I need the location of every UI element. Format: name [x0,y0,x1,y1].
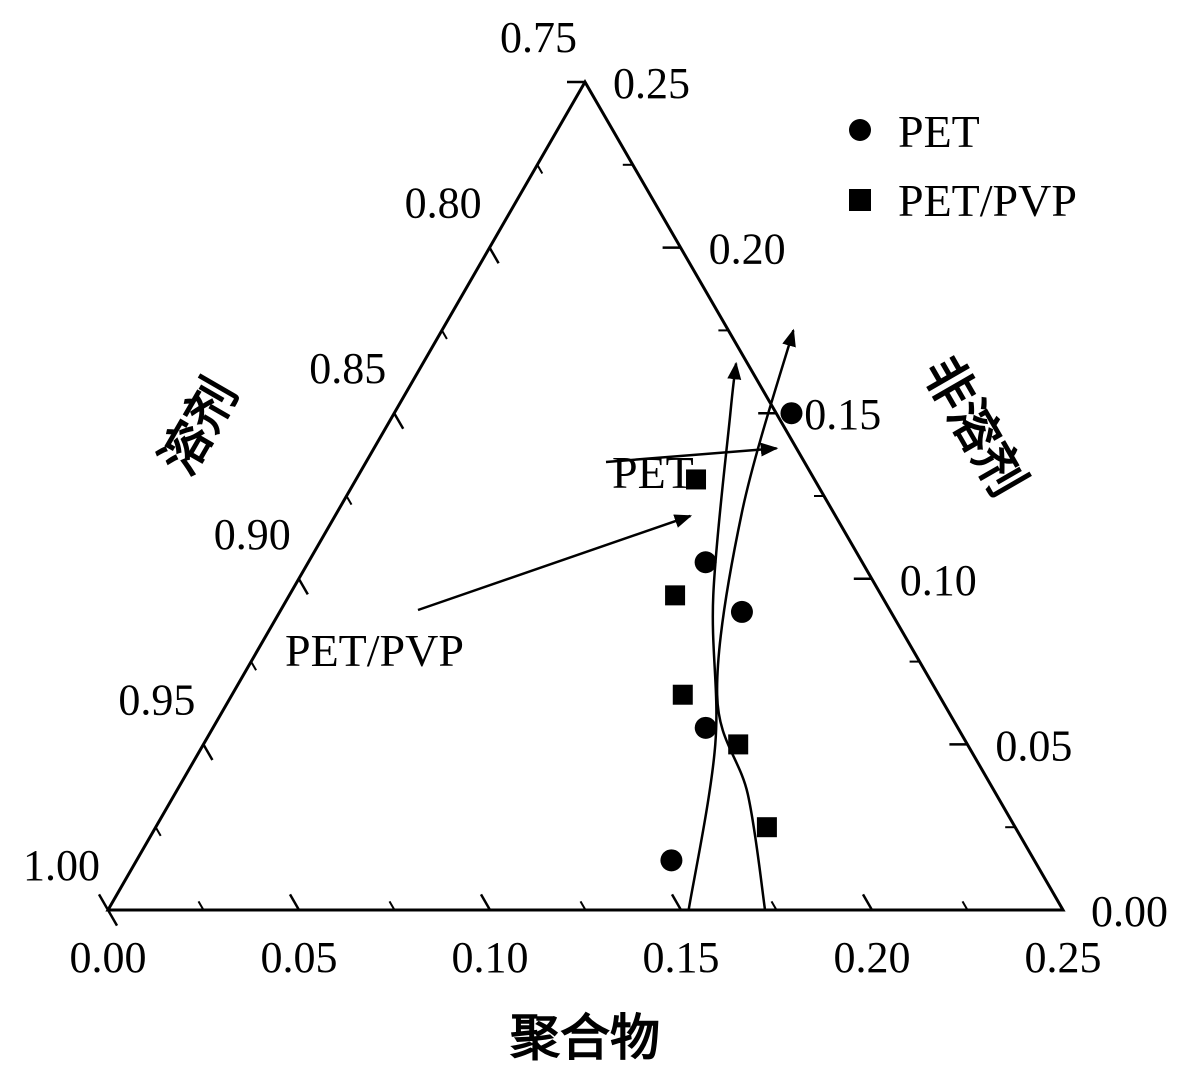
legend-marker-pet-pvp [849,189,871,211]
point-pet [780,402,803,425]
bottom-tick [770,900,778,911]
bottom-tick-label: 0.20 [834,933,911,982]
bottom-tick [288,893,301,911]
bottom-tick [388,900,396,911]
left-tick [154,826,162,837]
bottom-tick [670,893,683,911]
point-pet [694,551,717,574]
point-pet-pvp [728,734,749,755]
curve-pet-pvp [687,361,742,911]
curve-pet [715,328,796,911]
bottom-tick-label: 0.05 [261,933,338,982]
bottom-tick-label: 0.25 [1025,933,1102,982]
left-tick-label: 0.95 [118,675,195,724]
point-pet [730,600,753,623]
legend-marker-pet [849,119,871,141]
left-tick [345,495,353,506]
left-tick [297,578,309,596]
left-tick-label: 0.90 [214,510,291,559]
bottom-tick-label: 0.10 [452,933,529,982]
left-axis-title: 溶剂 [149,369,249,485]
bottom-tick [479,893,492,911]
left-tick-label: 1.00 [23,841,100,890]
bottom-tick-labels: 0.00 0.05 0.10 0.15 0.20 0.25 [70,933,1102,982]
right-tick-label: 0.25 [613,59,690,108]
left-tick-label: 0.85 [309,344,386,393]
annotation-label-pet-pvp: PET/PVP [285,625,464,676]
left-tick-label: 0.80 [405,179,482,228]
point-pet [660,849,683,872]
bottom-tick-label: 0.00 [70,933,147,982]
point-pet [694,716,717,739]
bottom-tick [1052,893,1065,911]
legend-label-pet: PET [898,106,980,157]
left-tick [536,164,544,174]
legend-label-pet-pvp: PET/PVP [898,175,1077,226]
annotation-label-pet: PET [612,447,694,498]
right-tick-label: 0.05 [995,721,1072,770]
annotation-arrow-pet [605,442,779,464]
left-tick-label: 0.75 [500,13,577,62]
bottom-tick [579,900,587,911]
data-points [660,402,803,872]
point-pet-pvp [665,585,686,606]
tick-marks [97,80,1065,927]
right-tick-labels: 0.25 0.20 0.15 0.10 0.05 0.00 [613,59,1168,936]
point-pet-pvp [672,684,693,705]
bottom-tick [861,893,874,911]
legend: PET PET/PVP [849,106,1077,226]
left-tick [488,246,500,264]
bottom-tick [961,900,969,911]
left-tick [250,661,257,671]
point-pet-pvp [756,817,777,838]
binodal-curves [687,328,796,911]
annotations: PET PET/PVP [285,442,779,676]
bottom-axis-title: 聚合物 [509,1009,660,1067]
bottom-tick [197,900,205,911]
left-tick [202,743,214,761]
right-tick-label: 0.20 [709,225,786,274]
left-tick [441,329,448,340]
right-tick-label: 0.10 [900,556,977,605]
right-tick-label: 0.00 [1091,887,1168,936]
left-tick-labels: 0.75 0.80 0.85 0.90 0.95 1.00 [23,13,577,890]
left-tick [393,412,405,430]
bottom-tick [97,893,110,911]
right-axis-title: 非溶剂 [911,347,1036,506]
right-tick-label: 0.15 [804,390,881,439]
bottom-tick-label: 0.15 [643,933,720,982]
point-pet-pvp [686,469,707,490]
annotation-arrow-pet-pvp [417,514,693,612]
left-tick [106,909,119,927]
left-tick [583,81,596,99]
